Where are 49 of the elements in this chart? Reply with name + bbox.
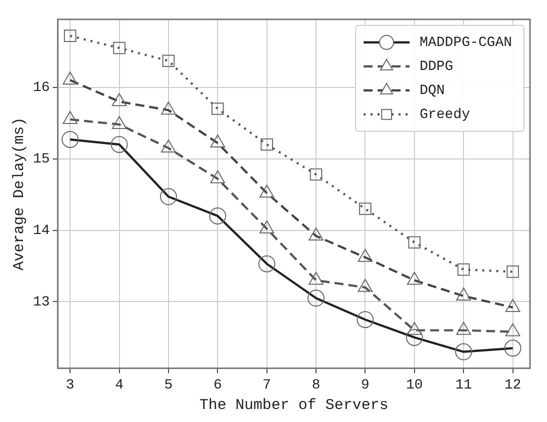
point bbox=[308, 227, 324, 240]
legend-label: Greedy bbox=[420, 107, 470, 124]
legend-label: DQN bbox=[420, 83, 445, 100]
point bbox=[64, 30, 76, 42]
point bbox=[259, 184, 274, 198]
point bbox=[113, 42, 126, 54]
point bbox=[406, 272, 422, 285]
x-tick-label: 12 bbox=[504, 377, 522, 394]
point bbox=[358, 248, 373, 262]
x-tick-label: 8 bbox=[312, 377, 320, 394]
legend-label: MADDPG-CGAN bbox=[420, 35, 512, 52]
x-tick-label: 6 bbox=[213, 377, 222, 394]
point bbox=[260, 138, 274, 151]
point bbox=[359, 202, 372, 215]
point bbox=[505, 298, 520, 312]
x-tick-label: 9 bbox=[361, 377, 370, 394]
y-tick-label: 15 bbox=[32, 151, 50, 168]
x-tick-label: 10 bbox=[406, 377, 423, 394]
x-axis-title: The Number of Servers bbox=[199, 396, 388, 414]
y-tick-label: 16 bbox=[32, 80, 50, 96]
point bbox=[161, 102, 176, 115]
point bbox=[456, 288, 472, 301]
x-tick-label: 3 bbox=[66, 377, 74, 394]
y-tick-label: 13 bbox=[32, 294, 50, 310]
point bbox=[406, 322, 422, 335]
x-tick-label: 4 bbox=[115, 377, 124, 394]
point bbox=[210, 134, 226, 148]
x-tick-label: 11 bbox=[455, 377, 472, 394]
point bbox=[162, 54, 175, 68]
point bbox=[112, 93, 127, 106]
point bbox=[505, 323, 520, 336]
y-tick-label: 14 bbox=[32, 222, 50, 239]
point bbox=[212, 102, 224, 115]
x-tick-label: 5 bbox=[164, 377, 173, 394]
point bbox=[310, 168, 322, 181]
point bbox=[161, 140, 176, 153]
point bbox=[62, 72, 78, 85]
legend-label: DDPG bbox=[420, 59, 454, 76]
point bbox=[358, 278, 373, 292]
point bbox=[408, 236, 421, 249]
point bbox=[112, 116, 127, 129]
point bbox=[62, 110, 78, 124]
point bbox=[259, 220, 274, 234]
point bbox=[308, 272, 324, 285]
point bbox=[210, 170, 226, 184]
point bbox=[457, 263, 470, 276]
y-axis-title: Average Delay(ms) bbox=[10, 117, 28, 270]
point bbox=[456, 322, 472, 335]
x-tick-label: 7 bbox=[262, 377, 272, 394]
